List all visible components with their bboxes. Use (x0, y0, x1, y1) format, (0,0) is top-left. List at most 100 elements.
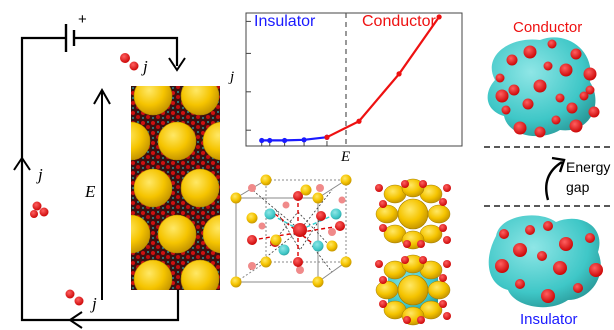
conductor-red-spot-18 (543, 61, 553, 71)
conductor-red-spot-0 (495, 73, 505, 83)
conductor-red-spot-8 (569, 119, 583, 133)
current-label-bottom: j⃗ (92, 294, 110, 313)
energy-gap-label-line1: Energy (566, 159, 611, 175)
crystal-slab (131, 86, 220, 290)
cluster-red-1 (439, 198, 447, 206)
plot-series (259, 14, 442, 144)
insulator-red-spot-8 (515, 279, 525, 289)
plot-xlabel: E (341, 149, 351, 165)
slab-sphere-8 (157, 214, 197, 254)
insulator-red-spot-12 (525, 225, 535, 235)
insulator-red-spot-9 (495, 259, 509, 273)
cluster-red-7 (417, 316, 425, 324)
cluster-red-8 (443, 184, 451, 192)
slab-sphere-7 (131, 214, 151, 254)
series-0-point-1 (267, 137, 273, 144)
insulator-red-spot-2 (543, 221, 553, 231)
arrow-up-left-wire (13, 156, 31, 171)
cluster-red-10 (443, 236, 451, 244)
cluster-red-8 (443, 260, 451, 268)
series-0-point-3 (301, 137, 307, 143)
insulator-title: Insulator (520, 311, 578, 328)
conductor-red-spot-19 (566, 102, 578, 114)
cluster-red-0 (379, 200, 387, 208)
slab-sphere-5 (133, 168, 173, 208)
conductor-red-spot-14 (533, 79, 547, 93)
insulator-red-spot-1 (513, 243, 527, 257)
slab-sphere-9 (202, 214, 220, 254)
cluster-red-5 (439, 224, 447, 232)
conductor-red-spot-2 (523, 45, 537, 59)
field-arrowhead (93, 87, 111, 105)
arrow-left-bottom-wire (68, 311, 83, 329)
cluster-render-top (375, 178, 451, 250)
plot-ticks (246, 20, 328, 146)
cluster-red-7 (417, 240, 425, 248)
cluster-gold-lobe-4 (375, 204, 399, 224)
slab-sphere-2 (131, 121, 151, 161)
conductor-red-spot-13 (508, 84, 520, 96)
battery-plus-sign: + (78, 11, 87, 28)
plot-region-insulator: Insulator (254, 13, 316, 30)
field-label: E⃗ (85, 182, 109, 201)
conductor-title: Conductor (513, 19, 583, 36)
insulator-red-spot-7 (541, 289, 555, 303)
conductor-red-spot-3 (547, 39, 557, 49)
current-label-left: j⃗ (38, 165, 56, 184)
cluster-red-4 (379, 224, 387, 232)
conductor-red-spot-21 (585, 85, 595, 95)
conductor-red-spot-17 (559, 63, 573, 77)
insulator-red-spot-5 (589, 263, 603, 277)
insulator-red-spot-0 (499, 229, 509, 239)
arrow-down-right-wire (168, 57, 186, 72)
energy-gap-arrowhead (551, 156, 566, 173)
conductor-red-spot-4 (570, 48, 582, 60)
slab-sphere-11 (180, 259, 220, 290)
slab-sphere-0 (133, 86, 173, 116)
cluster-red-1 (439, 274, 447, 282)
cluster-gold-lobe-5 (427, 204, 451, 224)
series-0-point-2 (282, 137, 288, 144)
series-1-point-3 (436, 14, 442, 20)
unit-cell (230, 174, 352, 288)
conductor-red-spot-7 (588, 106, 600, 118)
cluster-red-4 (379, 300, 387, 308)
oxygen-pair-top (120, 53, 139, 71)
conductor-red-spot-6 (579, 91, 589, 101)
conductor-red-spot-16 (522, 98, 534, 110)
cluster-red-10 (443, 312, 451, 320)
oxygen-pair-left (30, 201, 49, 218)
insulator-red-spot-4 (585, 233, 595, 243)
cluster-red-2 (401, 180, 409, 188)
conductor-red-spot-15 (555, 93, 565, 103)
energy-gap-arrow (545, 160, 563, 201)
cluster-red-9 (375, 260, 383, 268)
slab-gold-spheres (131, 86, 220, 290)
cluster-red-0 (379, 276, 387, 284)
insulator-red-spot-11 (553, 261, 567, 275)
cluster-red-2 (401, 256, 409, 264)
cluster-red-3 (419, 256, 427, 264)
cluster-render-bottom (375, 254, 451, 326)
slab-sphere-3 (157, 121, 197, 161)
circuit (20, 24, 180, 322)
cluster-gold-lobe-5 (427, 280, 451, 300)
cluster-red-5 (439, 300, 447, 308)
series-1-point-2 (396, 71, 402, 77)
insulator-red-spot-10 (537, 251, 547, 261)
cluster-red-9 (375, 184, 383, 192)
insulator-red-spot-6 (573, 283, 583, 293)
conductor-red-spot-12 (501, 105, 511, 115)
conductor-red-spot-5 (583, 67, 597, 81)
cluster-red-6 (403, 316, 411, 324)
conductor-red-spot-1 (506, 54, 518, 66)
insulator-density-blob (488, 215, 603, 308)
conductor-red-spot-9 (551, 115, 561, 125)
conductor-red-spot-10 (534, 126, 546, 138)
conductor-density-blob (487, 37, 600, 138)
energy-gap-label-line2: gap (566, 179, 590, 195)
cluster-red-6 (403, 240, 411, 248)
circuit-wire-right (74, 36, 179, 66)
